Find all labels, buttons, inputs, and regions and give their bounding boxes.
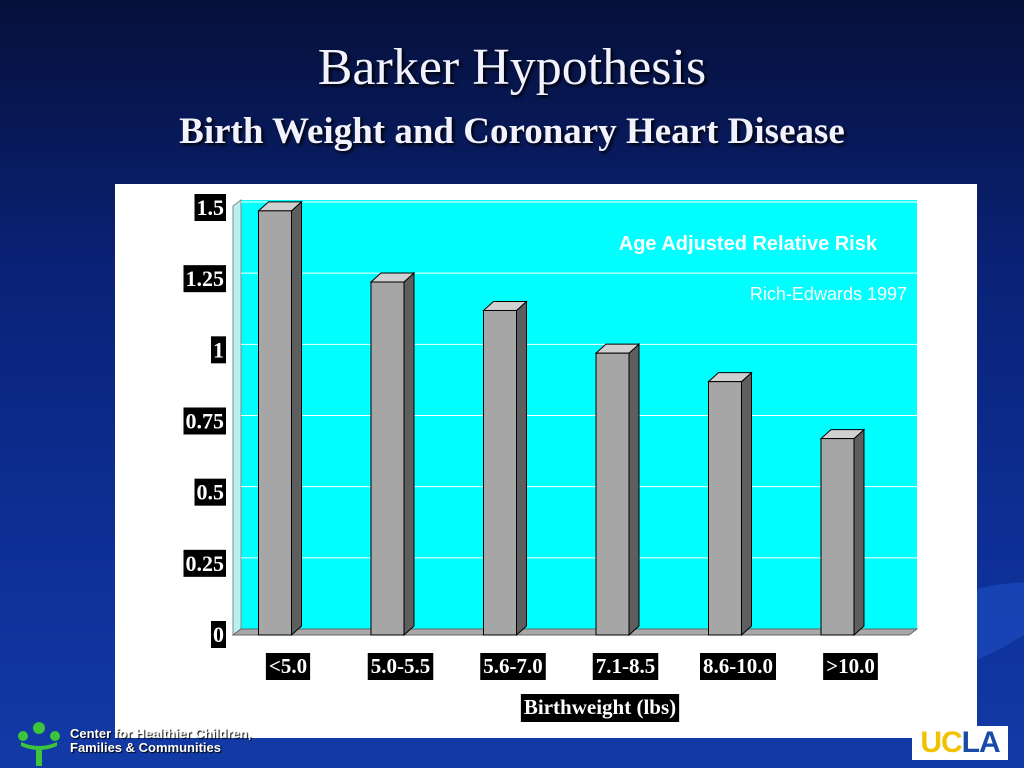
bar (482, 300, 528, 637)
x-tick-label: 5.0-5.5 (371, 654, 431, 678)
bar-side (403, 271, 415, 637)
y-tick-label-bg (183, 265, 226, 293)
bar-side (291, 200, 302, 637)
slide-subtitle: Birth Weight and Coronary Heart Disease (179, 111, 845, 152)
figure-logo-icon (18, 722, 60, 766)
organization-name-line1: Center for Healthier Children, (70, 726, 252, 741)
bar-side (853, 428, 865, 637)
x-tick-label-bg (823, 653, 878, 680)
x-axis-title-bg (520, 694, 680, 722)
y-tick-label-bg (211, 336, 226, 364)
ucla-logo: UCLA (912, 726, 1008, 760)
bar (819, 428, 866, 637)
bar (707, 371, 753, 637)
x-tick-label: >10.0 (826, 654, 875, 678)
y-tick-label: 0.25 (186, 551, 225, 576)
ucla-logo-uc: UC (920, 726, 962, 759)
bar-chart: 0 0.25 0.5 0.75 1 1.25 1.5 <5.0 5.0-5.5 5.6-7.0 7.… (183, 194, 919, 722)
bar-front (595, 352, 630, 636)
x-tick-label: 8.6-10.0 (703, 654, 773, 678)
x-tick-label: 7.1-8.5 (596, 654, 656, 678)
bar-side (741, 371, 752, 637)
x-tick-label-bg (480, 653, 546, 680)
bar-side (516, 300, 527, 637)
plot-side-wall (232, 199, 242, 636)
bar (257, 200, 303, 637)
bar-front (820, 438, 855, 636)
bar-front (483, 309, 517, 636)
y-tick-label: 0.5 (197, 480, 225, 505)
x-tick-label: 5.6-7.0 (483, 654, 543, 678)
y-tick-label-bg (183, 407, 226, 435)
bar-side (628, 343, 640, 637)
y-tick-label: 0 (213, 622, 224, 647)
y-tick-label: 1.5 (197, 195, 225, 220)
bar-front (370, 281, 405, 636)
x-tick-label: <5.0 (269, 654, 307, 678)
x-tick-label-bg (367, 653, 434, 680)
bar (369, 271, 416, 637)
bar-front (258, 210, 292, 636)
organization-name-line2: Families & Communities (70, 740, 221, 755)
y-tick-label-bg (183, 549, 226, 577)
y-tick-label: 1 (213, 337, 224, 362)
chart-subtitle: Rich-Edwards 1997 (750, 284, 907, 304)
chart-title: Age Adjusted Relative Risk (619, 233, 878, 255)
bar (594, 343, 641, 637)
plot-floor (231, 628, 919, 636)
x-axis-title: Birthweight (lbs) (524, 695, 676, 719)
ucla-logo-la: LA (961, 726, 1001, 759)
y-tick-label: 0.75 (186, 409, 225, 434)
x-tick-label-bg (700, 653, 776, 680)
slide-title: Barker Hypothesis (317, 39, 707, 96)
plot-back-wall (241, 200, 917, 629)
organization-name: Center for Healthier Children, Families … (70, 727, 251, 755)
x-tick-label-bg (592, 653, 659, 680)
chart-panel: 0 0.25 0.5 0.75 1 1.25 1.5 <5.0 5.0-5.5 5.6-7.0 7.… (115, 184, 977, 738)
x-tick-label-bg (265, 653, 311, 680)
y-tick-label: 1.25 (186, 266, 225, 291)
y-tick-label-bg (194, 478, 226, 506)
bar-front (708, 381, 742, 636)
y-tick-label-bg (194, 194, 226, 221)
y-tick-label-bg (211, 621, 226, 648)
